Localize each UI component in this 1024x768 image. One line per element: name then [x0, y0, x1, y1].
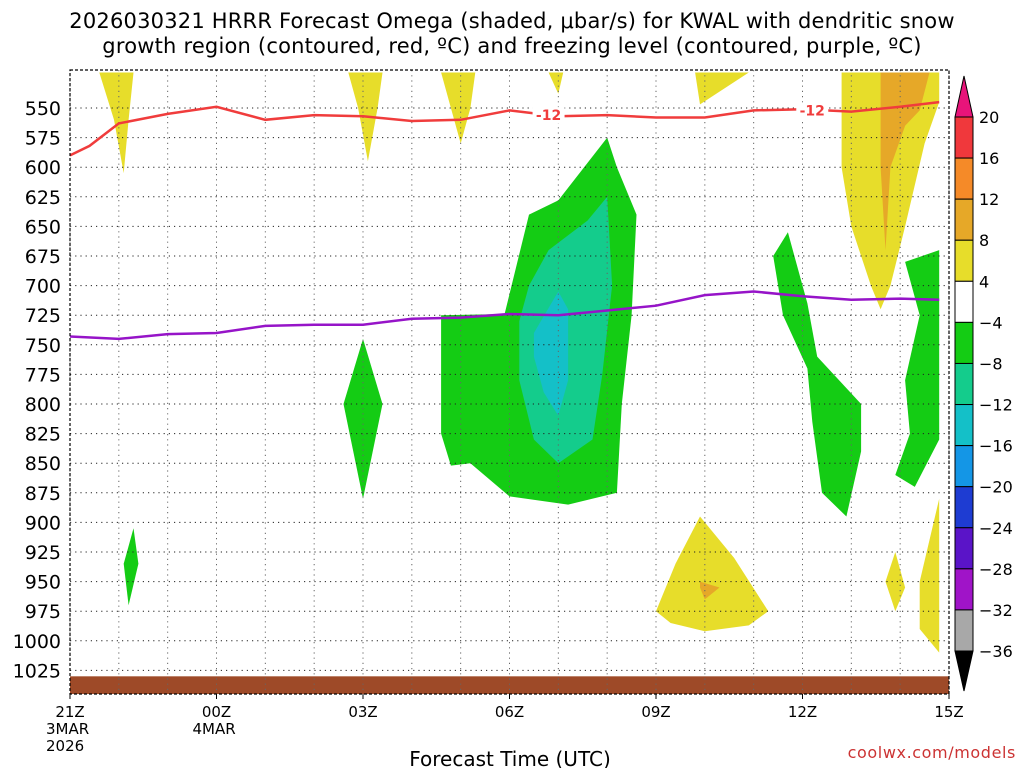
dgz-minus12-contour: [70, 100, 940, 157]
y-tick-label: 825: [25, 424, 61, 446]
x-tick-label: 12Z: [788, 703, 817, 721]
colorbar-segment: [954, 527, 974, 570]
colorbar-tick-label: 20: [979, 108, 999, 127]
colorbar-segment: [954, 75, 974, 118]
omega-region: [123, 528, 139, 606]
omega-region: [99, 72, 134, 174]
y-tick-label: 700: [25, 276, 61, 298]
colorbar-segment: [954, 404, 974, 447]
omega-region: [441, 72, 476, 144]
colorbar-tick-label: 4: [979, 272, 989, 291]
omega-region: [773, 232, 862, 517]
colorbar-tick-label: −32: [979, 601, 1013, 620]
y-tick-label: 900: [25, 512, 61, 534]
omega-shading-layer: [99, 72, 940, 653]
x-axis-title: Forecast Time (UTC): [409, 747, 611, 768]
contour-layer: -12 -12: [70, 100, 940, 341]
omega-region: [841, 72, 940, 310]
y-tick-label: 650: [25, 216, 61, 238]
watermark: coolwx.com/models: [847, 743, 1016, 762]
colorbar-segment: [954, 445, 974, 488]
colorbar-tick-label: −28: [979, 560, 1013, 579]
x-tick-label: 21Z: [55, 703, 84, 721]
colorbar-segment: [954, 157, 974, 200]
colorbar-segment: [954, 239, 974, 282]
colorbar-tick-label: 16: [979, 149, 999, 168]
chart-title-line-1: 2026030321 HRRR Forecast Omega (shaded, …: [69, 9, 955, 33]
colorbar-tick-label: −8: [979, 354, 1003, 373]
x-tick-label: 15Z: [934, 703, 963, 721]
y-tick-label: 625: [25, 187, 61, 209]
contour-label-bg: [796, 102, 829, 119]
omega-region: [548, 72, 564, 94]
y-tick-label: 550: [25, 98, 61, 120]
omega-region: [695, 72, 749, 105]
x-tick-label: 4MAR: [193, 720, 236, 738]
colorbar-tick-label: 12: [979, 190, 999, 209]
y-tick-label: 925: [25, 542, 61, 564]
freezing-level-contour: [70, 290, 940, 341]
colorbar-tick-label: −4: [979, 313, 1003, 332]
y-tick-label: 750: [25, 335, 61, 357]
omega-colorbar: 20 16 12 8 4 −4 −8 −12 −16 −20 −24 −28 −32 −36: [954, 75, 1013, 692]
y-tick-label: 600: [25, 157, 61, 179]
colorbar-segment: [954, 568, 974, 611]
colorbar-tick-label: −12: [979, 396, 1013, 415]
x-tick-label: 00Z: [202, 703, 231, 721]
y-tick-label: 975: [25, 601, 61, 623]
y-tick-label: 725: [25, 305, 61, 327]
colorbar-segment: [954, 650, 974, 692]
x-tick-label: 2026: [46, 737, 84, 755]
x-tick-label: 09Z: [641, 703, 670, 721]
y-tick-label: 1000: [13, 631, 61, 653]
colorbar-segment: [954, 362, 974, 406]
y-tick-label: 950: [25, 572, 61, 594]
y-axis: 550 575 600 625 650 675 700 725 750 775 800 825 850 8…: [13, 98, 61, 682]
omega-region: [895, 250, 940, 487]
colorbar-tick-label: −16: [979, 437, 1013, 456]
y-tick-label: 800: [25, 394, 61, 416]
contour-label-bg: [532, 107, 565, 124]
omega-region: [656, 516, 769, 632]
colorbar-tick-label: −36: [979, 642, 1013, 661]
chart-title-line-2: growth region (contoured, red, ºC) and f…: [102, 34, 922, 58]
omega-region: [700, 581, 720, 600]
omega-region: [919, 498, 940, 653]
contour-label: -12: [536, 108, 561, 124]
y-tick-label: 775: [25, 364, 61, 386]
colorbar-segment: [954, 116, 974, 159]
colorbar-segment: [954, 198, 974, 241]
colorbar-segment: [954, 486, 974, 529]
y-tick-label: 850: [25, 453, 61, 475]
y-tick-label: 675: [25, 246, 61, 268]
y-tick-label: 1025: [13, 660, 61, 682]
y-tick-label: 875: [25, 483, 61, 505]
y-tick-label: 575: [25, 128, 61, 150]
x-tick-label: 03Z: [348, 703, 377, 721]
omega-region: [880, 72, 930, 251]
colorbar-tick-label: −20: [979, 478, 1013, 497]
colorbar-segment: [954, 280, 974, 323]
x-tick-label: 06Z: [495, 703, 524, 721]
omega-region: [533, 291, 569, 416]
colorbar-tick-label: 8: [979, 231, 989, 250]
colorbar-segment: [954, 321, 974, 364]
contour-label: -12: [800, 103, 825, 119]
ground-surface: [70, 676, 949, 694]
colorbar-segment: [954, 609, 974, 652]
colorbar-tick-label: −24: [979, 519, 1013, 538]
x-tick-label: 3MAR: [46, 720, 89, 738]
